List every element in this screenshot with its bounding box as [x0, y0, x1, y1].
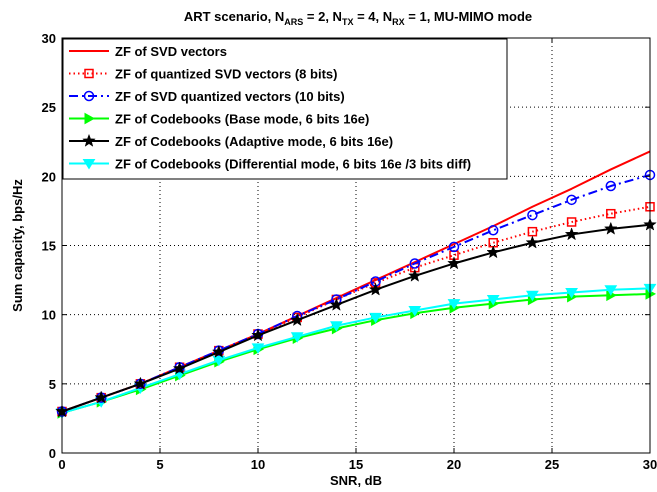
data-point	[564, 227, 579, 241]
legend-label: ZF of SVD vectors	[115, 44, 227, 59]
legend-label: ZF of SVD quantized vectors (10 bits)	[115, 89, 345, 104]
data-point	[487, 225, 499, 236]
legend-entry: ZF of SVD quantized vectors (10 bits)	[69, 89, 345, 104]
data-point	[566, 194, 577, 206]
chart-title-mid2: = 4, N	[353, 9, 392, 24]
legend-label: ZF of quantized SVD vectors (8 bits)	[115, 67, 337, 82]
series-layer	[55, 150, 657, 419]
legend-label: ZF of Codebooks (Adaptive mode, 6 bits 1…	[115, 134, 393, 149]
chart-title-mid1: = 2, N	[303, 9, 342, 24]
x-tick-label: 15	[349, 457, 363, 472]
series-line	[61, 173, 651, 413]
data-point	[94, 390, 109, 404]
x-tick-label: 20	[447, 457, 461, 472]
data-point	[526, 290, 539, 302]
data-point	[251, 328, 265, 342]
y-axis-title: Sum capacity, bps/Hz	[10, 179, 25, 312]
legend-marker	[84, 112, 96, 125]
data-point	[565, 288, 578, 299]
data-point	[566, 217, 577, 227]
series-line	[61, 223, 651, 413]
data-point	[251, 343, 265, 354]
legend: ZF of SVD vectors ZF of quantized SVD vec…	[62, 38, 508, 180]
data-point	[486, 294, 500, 306]
legend-marker	[83, 90, 95, 102]
chart-title-sub-tx: TX	[342, 17, 354, 27]
legend-label: ZF of Codebooks (Differential mode, 6 bi…	[115, 157, 471, 172]
data-point	[407, 268, 422, 282]
data-point	[603, 221, 618, 235]
data-point	[329, 297, 344, 311]
x-tick-label: 0	[58, 457, 65, 472]
y-tick-label: 30	[42, 31, 56, 46]
y-tick-label: 20	[42, 169, 56, 184]
chart-title: ART scenario, NARS = 2, NTX = 4, NRX = 1…	[184, 9, 532, 27]
data-point	[330, 321, 343, 332]
data-point	[408, 306, 422, 317]
x-tick-label: 5	[156, 457, 163, 472]
data-point	[133, 376, 148, 390]
data-point	[211, 344, 226, 358]
data-point	[409, 258, 421, 269]
chart-title-sub-rx: RX	[392, 17, 405, 27]
legend-label: ZF of Codebooks (Base mode, 6 bits 16e)	[115, 112, 369, 127]
data-point	[448, 241, 460, 253]
y-tick-label: 25	[42, 100, 56, 115]
x-axis-title: SNR, dB	[330, 473, 382, 488]
y-tick-label: 10	[42, 308, 56, 323]
data-point	[606, 208, 616, 219]
legend-entry: ZF of Codebooks (Base mode, 6 bits 16e)	[69, 112, 369, 127]
data-point	[172, 361, 187, 375]
data-point	[486, 245, 501, 259]
data-point	[527, 209, 538, 221]
data-point	[212, 355, 226, 367]
legend-marker	[82, 133, 96, 147]
series-line	[61, 287, 651, 414]
y-tick-label: 0	[49, 446, 56, 461]
legend-marker	[82, 159, 96, 170]
y-tick-label: 15	[42, 239, 56, 254]
legend-box	[62, 38, 508, 180]
data-point	[605, 180, 617, 192]
chart-title-main: ART scenario, N	[184, 9, 284, 24]
data-point	[525, 235, 540, 249]
legend-entry: ZF of Codebooks (Adaptive mode, 6 bits 1…	[69, 133, 393, 149]
legend-entry: ZF of quantized SVD vectors (8 bits)	[69, 67, 337, 82]
data-point	[368, 282, 383, 296]
legend-entry: ZF of SVD vectors	[69, 44, 227, 59]
chart-title-sub-ars: ARS	[284, 17, 303, 27]
series-line	[61, 292, 651, 414]
legend-entry: ZF of Codebooks (Differential mode, 6 bi…	[69, 157, 471, 172]
x-tick-label: 30	[643, 457, 657, 472]
data-point	[369, 312, 382, 324]
x-tick-label: 25	[545, 457, 559, 472]
data-point	[290, 312, 305, 327]
y-tick-label: 5	[49, 377, 56, 392]
x-tick-label: 10	[251, 457, 265, 472]
legend-marker	[84, 68, 94, 79]
data-point	[447, 256, 461, 270]
data-point	[447, 299, 461, 310]
data-point	[290, 332, 304, 343]
chart-title-tail: = 1, MU-MIMO mode	[405, 9, 532, 24]
data-point	[604, 285, 618, 296]
